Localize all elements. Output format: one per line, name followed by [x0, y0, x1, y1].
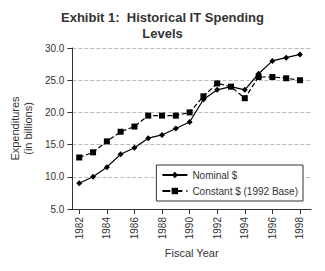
- svg-text:1994: 1994: [239, 217, 250, 240]
- svg-text:(in billions): (in billions): [22, 102, 34, 155]
- svg-text:1988: 1988: [157, 217, 168, 240]
- svg-text:5.0: 5.0: [50, 204, 64, 215]
- svg-text:30.0: 30.0: [45, 43, 65, 54]
- svg-text:Constant $ (1992 Base): Constant $ (1992 Base): [192, 186, 298, 197]
- svg-text:10.0: 10.0: [45, 171, 65, 182]
- svg-text:15.0: 15.0: [45, 139, 65, 150]
- svg-text:25.0: 25.0: [45, 75, 65, 86]
- svg-text:Nominal $: Nominal $: [192, 170, 237, 181]
- svg-text:Exhibit 1: Historical IT Spen: Exhibit 1: Historical IT Spending: [61, 10, 264, 25]
- svg-text:1996: 1996: [267, 217, 278, 240]
- svg-text:1992: 1992: [212, 217, 223, 240]
- svg-text:1984: 1984: [101, 217, 112, 240]
- svg-text:1998: 1998: [294, 217, 305, 240]
- svg-text:Expenditures: Expenditures: [9, 96, 21, 161]
- svg-text:20.0: 20.0: [45, 107, 65, 118]
- svg-text:1990: 1990: [184, 217, 195, 240]
- svg-text:Levels: Levels: [142, 26, 182, 41]
- svg-text:1986: 1986: [129, 217, 140, 240]
- svg-text:1982: 1982: [74, 217, 85, 240]
- svg-text:Fiscal Year: Fiscal Year: [165, 247, 219, 259]
